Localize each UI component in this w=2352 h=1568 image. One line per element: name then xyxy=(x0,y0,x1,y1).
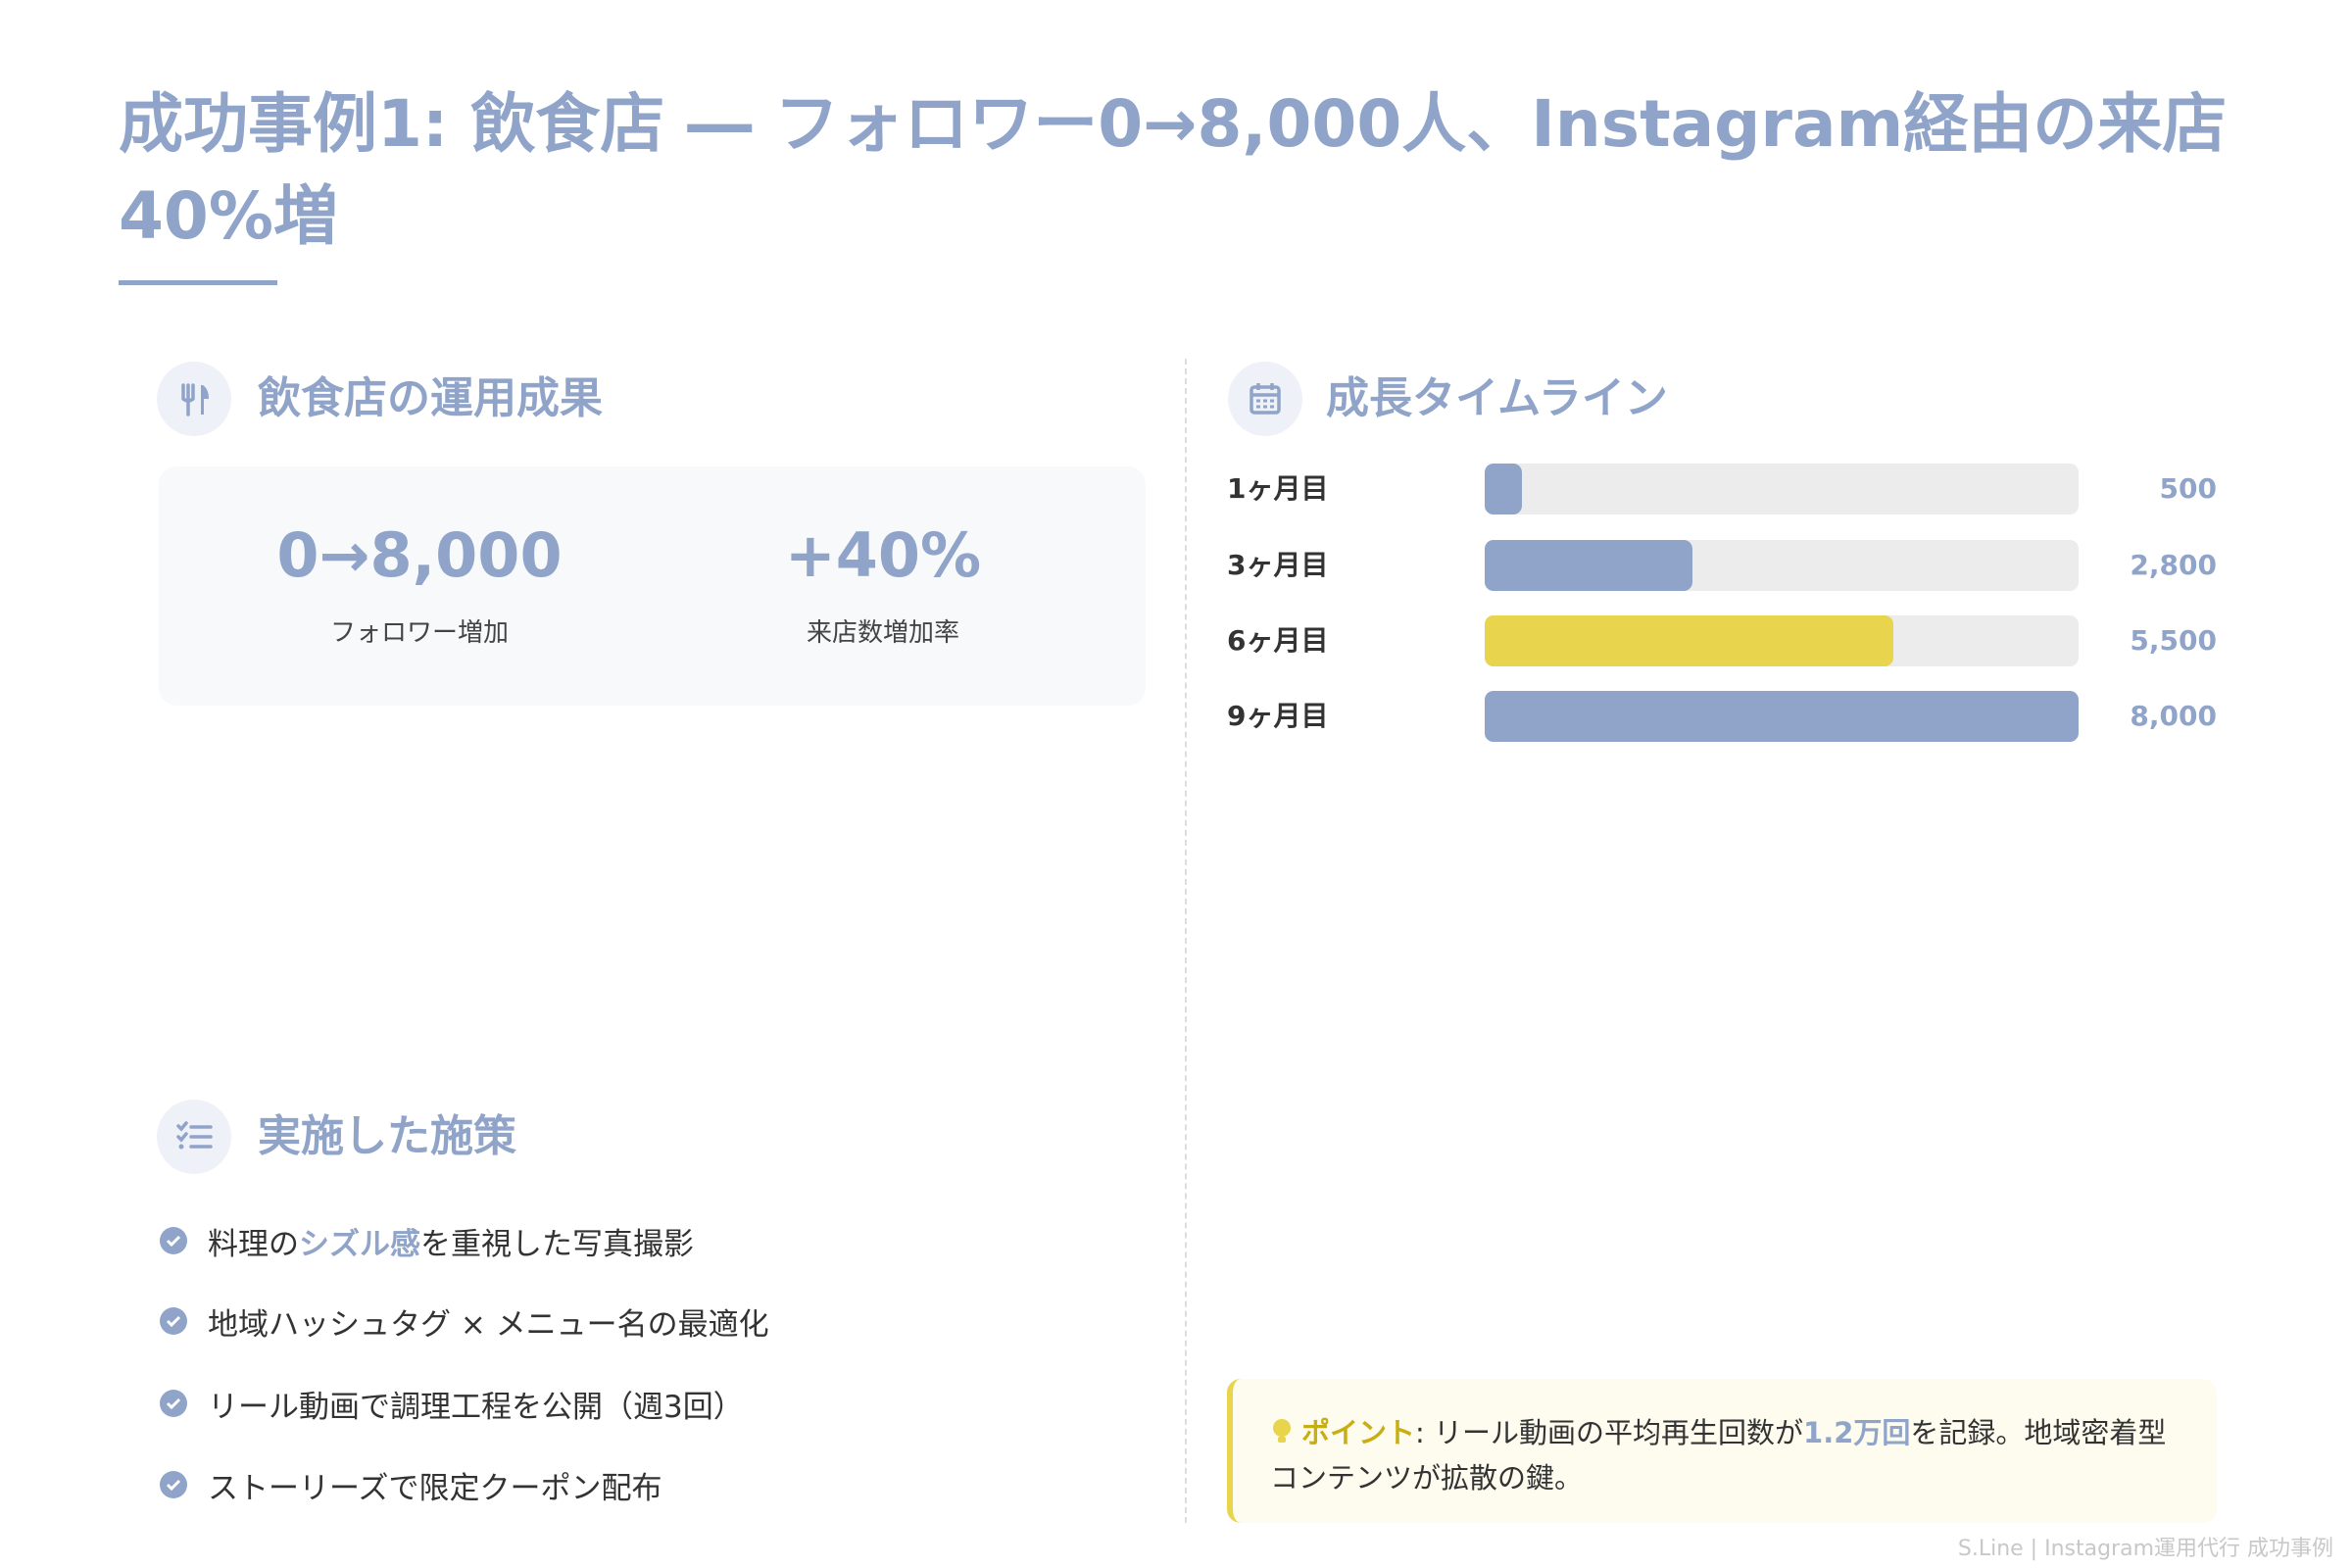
note-text: を記録。地域密着型コンテンツが拡散の鍵。 xyxy=(1270,1416,2167,1494)
bar-label: 1ヶ月目 xyxy=(1227,472,1329,505)
item-text: ストーリーズで限定クーポン配布 xyxy=(208,1470,662,1506)
section-heading: 実施した施策 xyxy=(258,1111,516,1161)
value-label: 5,500 xyxy=(2130,624,2217,657)
check-icon xyxy=(160,1227,187,1254)
note-label: ポイント xyxy=(1301,1416,1416,1449)
value-label: 2,800 xyxy=(2130,549,2217,581)
check-icon xyxy=(160,1307,187,1335)
bar xyxy=(1485,691,2079,742)
item-highlight: シズル感 xyxy=(299,1226,420,1262)
icon-calendar xyxy=(1228,362,1302,436)
measure-item: 地域ハッシュタグ × メニュー名の最適化 xyxy=(159,1299,769,1343)
item-text: を重視した写真撮影 xyxy=(420,1226,694,1262)
icon-checklist xyxy=(157,1100,231,1174)
value-label: 8,000 xyxy=(2130,700,2217,732)
section-heading: 成長タイムライン xyxy=(1326,373,1668,423)
item-text: 地域ハッシュタグ × メニュー名の最適化 xyxy=(208,1306,769,1343)
item-text: 料理の xyxy=(208,1226,299,1262)
measure-item: リール動画で調理工程を公開（週3回） xyxy=(159,1382,744,1425)
item-text: リール動画で調理工程を公開（週3回） xyxy=(208,1389,744,1425)
stat-label: 来店数増加率 xyxy=(806,618,959,648)
value-label: 500 xyxy=(2159,472,2217,505)
check-icon xyxy=(160,1471,187,1498)
note-box: ポイント: リール動画の平均再生回数が1.2万回を記録。地域密着型コンテンツが拡… xyxy=(1227,1379,2217,1523)
stat-label: フォロワー増加 xyxy=(329,618,509,648)
bar xyxy=(1485,464,1522,514)
bar xyxy=(1485,540,1693,591)
note-highlight: 1.2万回 xyxy=(1803,1416,1911,1449)
icon-food xyxy=(157,362,231,436)
note-text: : リール動画の平均再生回数が xyxy=(1415,1416,1804,1449)
section-heading: 飲食店の運用成果 xyxy=(258,373,603,423)
bar-label: 9ヶ月目 xyxy=(1227,700,1329,732)
measure-item: ストーリーズで限定クーポン配布 xyxy=(159,1463,662,1506)
stat-value: 0→8,000 xyxy=(276,519,563,591)
column-divider xyxy=(1185,359,1187,1523)
slide-title: 成功事例1: 飲食店 ― フォロワー0→8,000人、Instagram経由の来… xyxy=(119,86,2228,254)
bar-track xyxy=(1485,464,2079,514)
check-icon xyxy=(160,1390,187,1417)
bulb-icon xyxy=(1273,1419,1291,1443)
measure-item: 料理の シズル感 を重視した写真撮影 xyxy=(159,1219,694,1262)
footer: S.Line | Instagram運用代行 成功事例 xyxy=(1957,1537,2333,1561)
bar-label: 3ヶ月目 xyxy=(1227,549,1329,581)
stats-box xyxy=(159,466,1146,706)
stat-value: +40% xyxy=(784,519,982,591)
bar-label: 6ヶ月目 xyxy=(1227,624,1329,657)
title-rule xyxy=(119,280,277,285)
bar xyxy=(1485,615,1893,666)
